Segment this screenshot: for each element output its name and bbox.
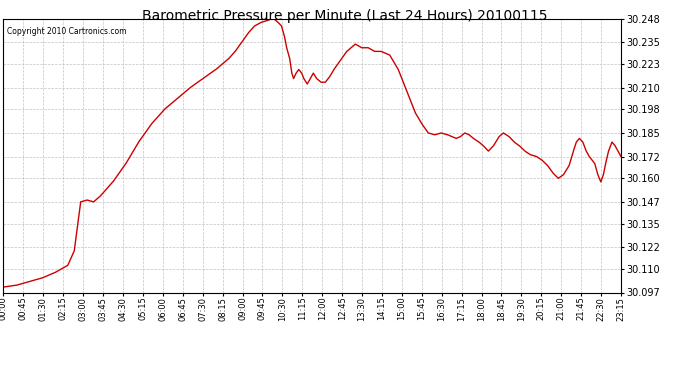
Text: Copyright 2010 Cartronics.com: Copyright 2010 Cartronics.com <box>6 27 126 36</box>
Text: Barometric Pressure per Minute (Last 24 Hours) 20100115: Barometric Pressure per Minute (Last 24 … <box>142 9 548 23</box>
